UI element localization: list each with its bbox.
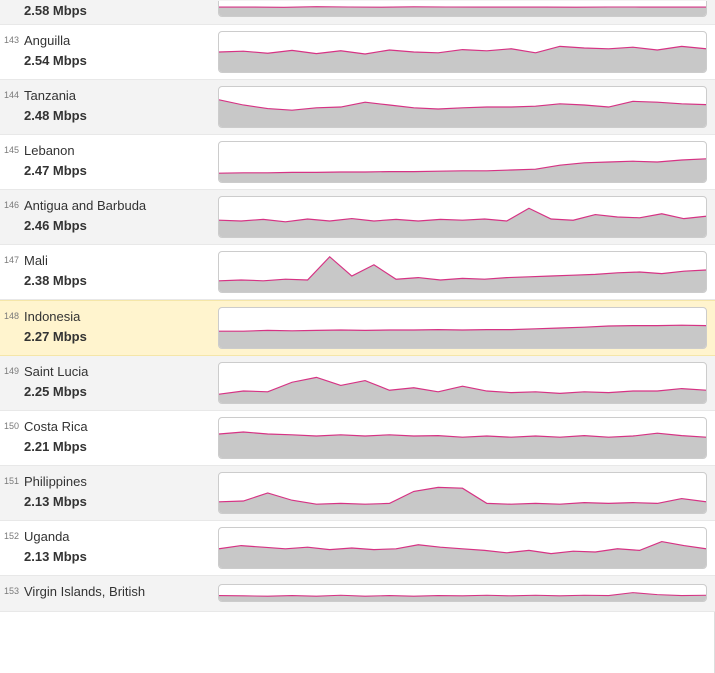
- row-right: [218, 0, 715, 24]
- sparkline-chart: [218, 362, 707, 404]
- rank-number: 149: [4, 366, 19, 376]
- rank-number: 145: [4, 145, 19, 155]
- country-name: Mali: [24, 253, 212, 270]
- country-name: Tanzania: [24, 88, 212, 105]
- rank-number: 147: [4, 255, 19, 265]
- sparkline-chart: [218, 31, 707, 73]
- row-right: [218, 80, 715, 134]
- country-name: Lebanon: [24, 143, 212, 160]
- country-name: Costa Rica: [24, 419, 212, 436]
- table-row[interactable]: 150 Costa Rica 2.21 Mbps: [0, 411, 715, 466]
- country-name: Virgin Islands, British: [24, 584, 212, 601]
- row-left: 145 Lebanon 2.47 Mbps: [0, 135, 218, 189]
- row-right: [218, 135, 715, 189]
- table-row[interactable]: 147 Mali 2.38 Mbps: [0, 245, 715, 300]
- row-right: [218, 466, 715, 520]
- row-right: [218, 356, 715, 410]
- rank-number: 152: [4, 531, 19, 541]
- speed-value: 2.54 Mbps: [24, 53, 212, 68]
- rank-number: 144: [4, 90, 19, 100]
- row-right: [218, 190, 715, 244]
- row-right: [218, 576, 715, 611]
- speed-value: 2.27 Mbps: [24, 329, 212, 344]
- rank-number: 148: [4, 311, 19, 321]
- speed-value: 2.13 Mbps: [24, 549, 212, 564]
- row-right: [218, 25, 715, 79]
- row-left: 148 Indonesia 2.27 Mbps: [0, 301, 218, 355]
- country-name: Saint Lucia: [24, 364, 212, 381]
- sparkline-chart: [218, 472, 707, 514]
- rank-number: 143: [4, 35, 19, 45]
- speed-value: 2.48 Mbps: [24, 108, 212, 123]
- sparkline-chart: [218, 584, 707, 602]
- row-left: 143 Anguilla 2.54 Mbps: [0, 25, 218, 79]
- table-row[interactable]: 151 Philippines 2.13 Mbps: [0, 466, 715, 521]
- sparkline-chart: [218, 86, 707, 128]
- rank-number: 146: [4, 200, 19, 210]
- table-row[interactable]: 149 Saint Lucia 2.25 Mbps: [0, 356, 715, 411]
- row-left: 149 Saint Lucia 2.25 Mbps: [0, 356, 218, 410]
- country-name: Uganda: [24, 529, 212, 546]
- speed-value: 2.21 Mbps: [24, 439, 212, 454]
- sparkline-chart: [218, 307, 707, 349]
- row-left: 147 Mali 2.38 Mbps: [0, 245, 218, 299]
- sparkline-chart: [218, 251, 707, 293]
- sparkline-chart: [218, 196, 707, 238]
- country-name: Anguilla: [24, 33, 212, 50]
- table-row[interactable]: 143 Anguilla 2.54 Mbps: [0, 25, 715, 80]
- speed-value: 2.46 Mbps: [24, 218, 212, 233]
- row-left: 151 Philippines 2.13 Mbps: [0, 466, 218, 520]
- row-left: 146 Antigua and Barbuda 2.46 Mbps: [0, 190, 218, 244]
- table-row[interactable]: 146 Antigua and Barbuda 2.46 Mbps: [0, 190, 715, 245]
- country-name: Philippines: [24, 474, 212, 491]
- speed-value: 2.13 Mbps: [24, 494, 212, 509]
- country-name: Antigua and Barbuda: [24, 198, 212, 215]
- table-row[interactable]: 148 Indonesia 2.27 Mbps: [0, 300, 715, 356]
- row-left: 144 Tanzania 2.48 Mbps: [0, 80, 218, 134]
- rank-number: 151: [4, 476, 19, 486]
- table-row[interactable]: 152 Uganda 2.13 Mbps: [0, 521, 715, 576]
- rank-number: 150: [4, 421, 19, 431]
- rank-number: 153: [4, 586, 19, 596]
- sparkline-chart: [218, 417, 707, 459]
- sparkline-chart: [218, 141, 707, 183]
- row-right: [218, 411, 715, 465]
- speed-value: 2.47 Mbps: [24, 163, 212, 178]
- sparkline-chart: [218, 1, 707, 17]
- row-right: [218, 245, 715, 299]
- speed-value: 2.38 Mbps: [24, 273, 212, 288]
- table-row[interactable]: 153 Virgin Islands, British: [0, 576, 715, 612]
- row-left: 2.58 Mbps: [0, 0, 218, 24]
- speed-value: 2.58 Mbps: [24, 3, 212, 18]
- sparkline-chart: [218, 527, 707, 569]
- row-right: [218, 521, 715, 575]
- row-left: 153 Virgin Islands, British: [0, 576, 218, 611]
- table-row[interactable]: 2.58 Mbps: [0, 0, 715, 25]
- row-left: 150 Costa Rica 2.21 Mbps: [0, 411, 218, 465]
- row-left: 152 Uganda 2.13 Mbps: [0, 521, 218, 575]
- speed-value: 2.25 Mbps: [24, 384, 212, 399]
- country-name: Indonesia: [24, 309, 212, 326]
- table-row[interactable]: 145 Lebanon 2.47 Mbps: [0, 135, 715, 190]
- table-row[interactable]: 144 Tanzania 2.48 Mbps: [0, 80, 715, 135]
- row-right: [218, 301, 715, 355]
